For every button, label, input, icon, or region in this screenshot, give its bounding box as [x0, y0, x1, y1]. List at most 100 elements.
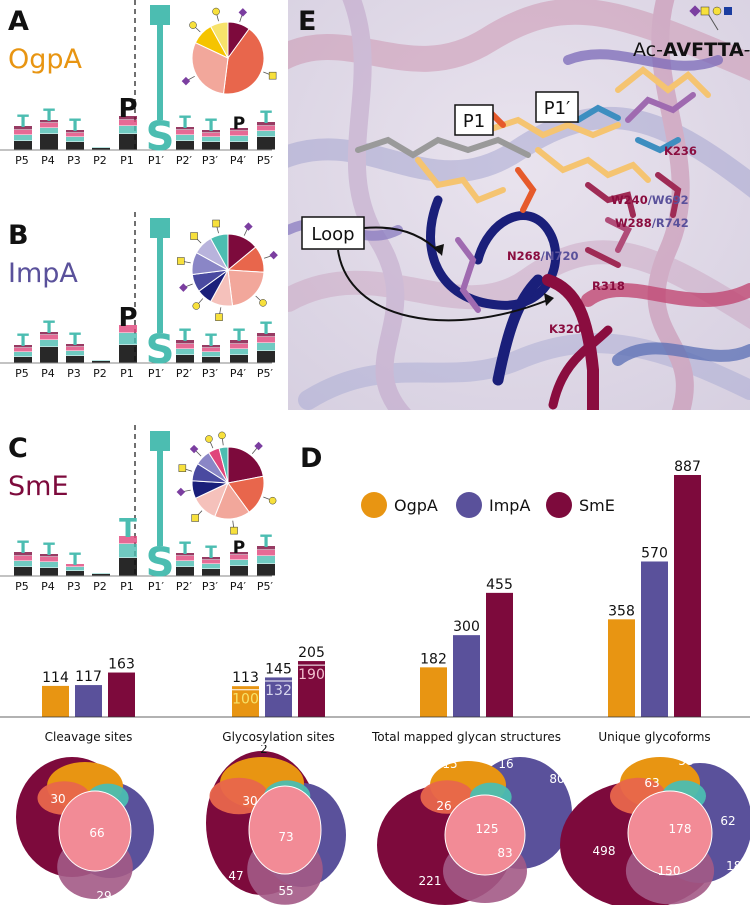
p1-box: [454, 104, 494, 136]
logo-stack-band: [176, 355, 194, 363]
logo-stack-band: [202, 142, 220, 150]
residue-w288: W288: [615, 216, 652, 230]
venn-region-all: [58, 790, 132, 872]
bar: [265, 677, 292, 717]
logo-stem: [157, 451, 163, 546]
logo-stack-band: [92, 573, 110, 574]
logo-letter-s: S: [146, 540, 175, 586]
logo-stack-band: [202, 560, 220, 564]
bar: [108, 672, 135, 717]
svg-text:N268/N720: N268/N720: [507, 249, 578, 263]
bar: [420, 667, 447, 717]
logo-stack-band: [202, 352, 220, 357]
logo-stack-band: [257, 131, 275, 137]
logo-position-label: P5: [15, 367, 29, 380]
logo-letter: T: [43, 540, 55, 560]
sequence-logo: P5 P4 P3 P2 P1 P1′ P2′ P3′ P4′ P5′T T TTT T P TS: [0, 431, 275, 593]
venn-count-label: 47: [228, 869, 243, 883]
venn-diagrams: 37 30 10 9 13 29 66 47 30 2 8 9 55 73 221 26 15 16 80 83 125…: [16, 745, 750, 905]
logo-stack-band: [257, 351, 275, 363]
logo-letter: T: [260, 108, 272, 128]
logo-letter: T: [69, 550, 81, 570]
legend-swatch: [456, 492, 482, 518]
bar-chart: 358 570 887 Unique glycoforms: [598, 459, 710, 744]
residue-w240: W240: [611, 193, 648, 207]
logo-position-label: P4: [41, 154, 55, 167]
logo-position-label: P2: [93, 367, 107, 380]
panel-e: E Ac-AVFTTA-NMe P1 P1′ Loop K236 W240/W6…: [265, 0, 750, 429]
bar: [298, 661, 325, 717]
logo-stack-band: [230, 128, 248, 131]
logo-stack-band: [230, 560, 248, 566]
residue-k320: K320: [549, 322, 582, 336]
logo-stack-band: [119, 544, 137, 558]
pie-slice: [218, 446, 229, 484]
logo-stack-band: [176, 349, 194, 355]
logo-stack-band: [40, 128, 58, 134]
logo-position-label: P3′: [202, 154, 219, 167]
logo-stack-band: [202, 564, 220, 569]
logo-stack-band: [14, 130, 32, 135]
logo-stack-band: [202, 130, 220, 133]
sialic-acid-icon: [179, 283, 188, 292]
logo-letter: T: [260, 532, 272, 552]
galnac-icon: [212, 219, 220, 228]
logo-stack-band: [176, 344, 194, 349]
bar-value-label: 182: [420, 651, 447, 667]
loop-arrow-2: [337, 249, 549, 322]
galnac-icon: [268, 71, 277, 80]
logo-stack-band: [230, 340, 248, 344]
venn-count-label: 73: [278, 830, 293, 844]
loop-label: Loop: [311, 224, 354, 245]
panel-d-letter-wrap: D: [300, 443, 322, 474]
venn-diagram: 37 30 10 9 13 29 66: [16, 746, 160, 903]
p1-prime-label: P1′: [544, 98, 570, 119]
logo-stack-band: [92, 147, 110, 148]
logo-letter: P: [118, 94, 137, 124]
bar-chart: 113 100 145 132 205 190 Glycosylation sites: [222, 645, 334, 744]
logo-stack-band: [14, 348, 32, 352]
logo-position-label: P5: [15, 580, 29, 593]
logo-stem: [157, 238, 163, 333]
venn-count-label: 150: [658, 864, 681, 878]
venn-count-label: 29: [96, 889, 111, 903]
logo-stack-band: [176, 130, 194, 135]
logo-position-label: P4′: [230, 367, 247, 380]
logo-stack-band: [92, 360, 110, 361]
logo-stack-band: [66, 351, 84, 356]
logo-letter: T: [17, 538, 29, 558]
logo-letter: T: [205, 116, 217, 136]
logo-stack-band: [92, 574, 110, 576]
venn-count-label: 55: [278, 884, 293, 898]
logo-position-label: P4′: [230, 154, 247, 167]
logo-position-label: P2′: [176, 367, 193, 380]
logo-stack-band: [230, 349, 248, 355]
logo-stack-band: [14, 126, 32, 130]
pie-slice: [191, 42, 229, 95]
logo-stack-band: [92, 148, 110, 150]
logo-stack-band: [202, 133, 220, 137]
venn-count-label: 26: [436, 799, 451, 813]
logo-stack-band: [176, 567, 194, 576]
logo-stack-band: [176, 553, 194, 556]
logo-letter: P: [118, 303, 137, 333]
peptide-sequence: AVFTTA: [663, 39, 744, 61]
logo-position-label: P3′: [202, 580, 219, 593]
logo-stack-band: [257, 556, 275, 564]
logo-stack-band: [230, 555, 248, 560]
logo-stack-band: [66, 564, 84, 567]
glycan-square-icon: [150, 431, 170, 451]
residue-slash-1: /: [648, 193, 653, 207]
logo-stack-band: [257, 126, 275, 131]
logo-letter: T: [205, 331, 217, 351]
residue-n720: N720: [545, 249, 579, 263]
bar-value-label: 570: [641, 545, 668, 561]
logo-stack-band: [66, 142, 84, 150]
logo-stack-band: [119, 558, 137, 576]
venn-count-label: 83: [497, 846, 512, 860]
logo-position-label: P5′: [257, 580, 274, 593]
glycan-square-icon: [150, 5, 170, 25]
logo-position-label: P1′: [148, 367, 165, 380]
bar-value-label: 117: [75, 669, 102, 685]
logo-stack-band: [202, 569, 220, 576]
